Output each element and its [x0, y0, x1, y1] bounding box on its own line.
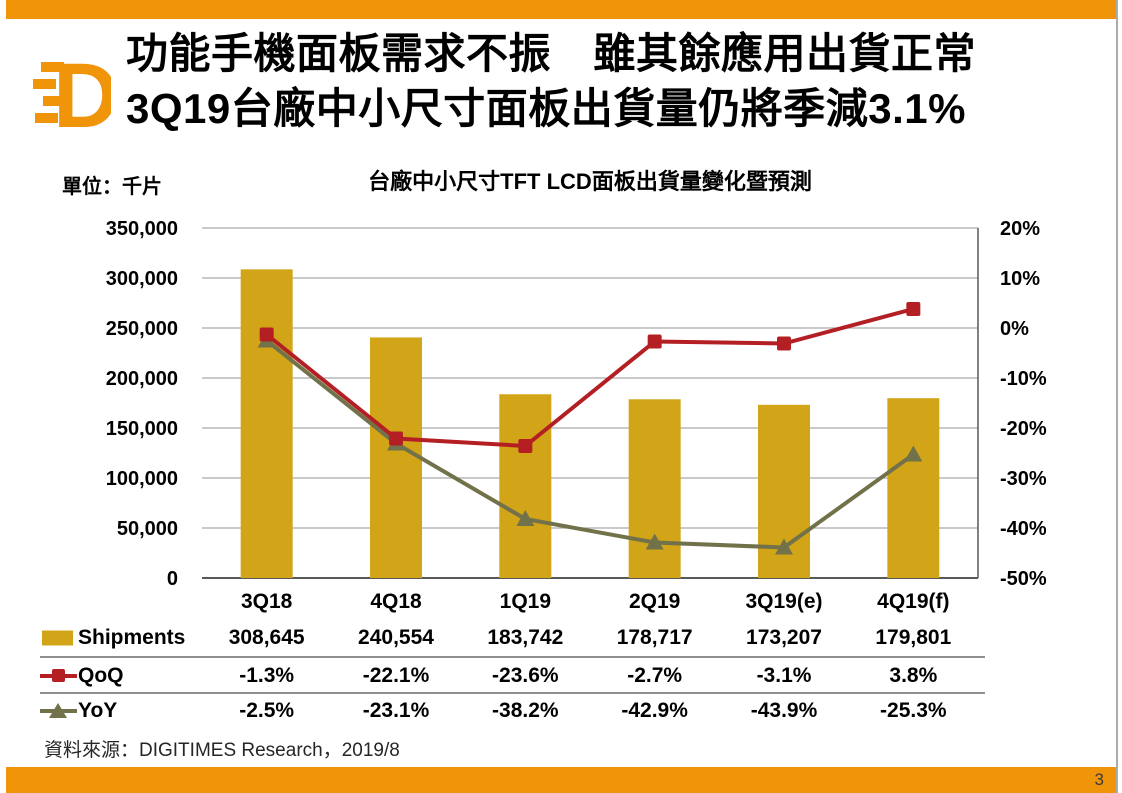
right-axis-tick: 0% [1000, 318, 1029, 340]
table-cell: 179,801 [875, 625, 952, 649]
yoy-marker [257, 331, 276, 348]
qoq-line [265, 307, 914, 449]
table-cell: 183,742 [487, 625, 564, 649]
qoq-marker [906, 302, 921, 316]
table-cell: -23.6% [492, 663, 559, 687]
table-row-label: YoY [78, 699, 118, 722]
category-label: 2Q19 [629, 590, 680, 613]
right-axis-tick: 10% [1000, 268, 1040, 290]
table-cell: 308,645 [228, 625, 305, 649]
category-label: 3Q19(e) [745, 590, 822, 613]
left-axis-tick: 0 [167, 568, 178, 590]
table-cell: 173,207 [746, 625, 822, 649]
right-axis-tick: -20% [1000, 418, 1047, 440]
qoq-marker [647, 334, 662, 349]
table-cell: -22.1% [362, 663, 430, 687]
table-row-label: QoQ [78, 663, 124, 687]
unit-label: 單位：千片 [62, 176, 162, 198]
table-row-shipments: Shipments 308,645 240,554 183,742 178,717 17… [0, 619, 1122, 656]
yoy-marker [904, 445, 923, 462]
slide-title-line2: 3Q19台廠中小尺寸面板出貨量仍將季減3.1% [126, 85, 966, 132]
top-accent-bar [6, 0, 1116, 19]
table-cell: 240,554 [358, 625, 434, 649]
left-axis-tick: 50,000 [117, 518, 178, 540]
right-axis-tick: 20% [1000, 218, 1040, 240]
yoy-line [265, 338, 915, 550]
yoy-triangle-marker-icon [49, 703, 67, 718]
qoq-marker [259, 327, 274, 342]
yoy-marker [775, 538, 793, 555]
chart-title: 台廠中小尺寸TFT LCD面板出貨量變化暨預測 [368, 169, 812, 194]
table-cell: -25.3% [880, 699, 947, 722]
table-cell: -43.9% [750, 699, 818, 722]
table-cell: -2.7% [627, 663, 683, 687]
table-cell: -42.9% [621, 699, 688, 722]
left-axis-tick: 250,000 [106, 318, 178, 340]
left-axis-tick: 350,000 [106, 218, 178, 240]
table-cell: -2.5% [239, 699, 295, 722]
table-cell: -38.2% [492, 699, 559, 722]
table-row-yoy: YoY -2.5% -23.1% -38.2% -42.9% -43.9% -25.3% [0, 694, 1122, 728]
table-cell: 3.8% [889, 663, 938, 687]
category-label: 4Q19(f) [877, 590, 949, 613]
slide-right-border [1116, 0, 1118, 793]
category-label: 3Q18 [241, 590, 293, 613]
left-axis-tick: 300,000 [106, 268, 178, 290]
right-axis-tick: -10% [1000, 368, 1047, 390]
yoy-marker [516, 510, 535, 526]
slide-title: 功能手機面板需求不振 雖其餘應用出貨正常 3Q19台廠中小尺寸面板出貨量仍將季減… [126, 26, 1122, 136]
table-cell: 178,717 [616, 625, 693, 649]
table-row-label: Shipments [78, 625, 186, 649]
right-axis-tick: -50% [1000, 568, 1047, 590]
qoq-square-marker-icon [52, 668, 65, 682]
shipments-bar [758, 404, 810, 578]
category-label: 4Q18 [370, 590, 422, 613]
category-label: 1Q19 [500, 590, 551, 613]
slide-title-line1: 功能手機面板需求不振 雖其餘應用出貨正常 [126, 30, 977, 77]
source-note: 資料來源：DIGITIMES Research，2019/8 [44, 740, 400, 761]
shipments-bar [499, 394, 552, 578]
qoq-legend-icon [40, 668, 77, 682]
qoq-marker [518, 439, 533, 453]
shipments-bar [628, 399, 681, 578]
table-cell: -1.3% [239, 663, 295, 687]
yoy-marker [387, 434, 405, 451]
digitimes-logo: D [33, 45, 111, 138]
bottom-accent-bar: 3 [6, 767, 1116, 793]
yoy-legend-icon [40, 703, 77, 718]
shipments-legend-swatch [42, 630, 73, 645]
shipments-bar [887, 398, 940, 578]
shipments-bar [370, 337, 422, 578]
table-separator [40, 656, 985, 658]
right-axis-tick: -30% [1000, 468, 1047, 490]
shipments-bar [240, 269, 293, 578]
right-axis-tick: -40% [1000, 518, 1047, 540]
table-cell: -3.1% [756, 663, 812, 687]
qoq-marker [389, 431, 403, 446]
logo-d-glyph: D [53, 45, 111, 138]
table-cell: -23.1% [362, 699, 430, 722]
qoq-marker [777, 336, 791, 351]
left-axis-tick: 100,000 [106, 468, 178, 490]
yoy-marker [645, 533, 664, 550]
left-axis-tick: 150,000 [106, 418, 178, 440]
logo-dashes [33, 62, 66, 123]
table-row-qoq: QoQ -1.3% -22.1% -23.6% -2.7% -3.1% 3.8% [0, 659, 1122, 692]
table-separator [40, 692, 985, 694]
page-number: 3 [1094, 770, 1104, 789]
left-axis-tick: 200,000 [106, 368, 178, 390]
